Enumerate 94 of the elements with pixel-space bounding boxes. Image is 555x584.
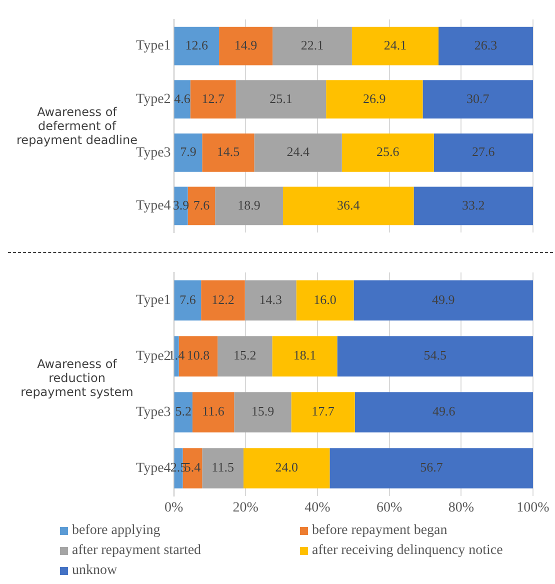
bar	[352, 26, 439, 66]
bar	[326, 80, 423, 119]
bar	[215, 186, 283, 226]
data-label: 26.9	[363, 90, 386, 106]
bar	[202, 133, 254, 172]
bar	[291, 392, 355, 432]
legend-label: before applying	[72, 523, 160, 539]
bar	[244, 280, 296, 321]
data-label: 4.6	[174, 90, 191, 106]
data-label: 56.7	[420, 460, 444, 475]
bar	[174, 80, 190, 119]
legend-label: after repayment started	[72, 543, 202, 559]
data-label: 25.1	[270, 90, 292, 106]
data-label: 10.8	[186, 348, 210, 363]
legend-label: unknow	[72, 563, 118, 579]
data-label: 25.6	[376, 144, 400, 160]
bar	[354, 392, 533, 432]
data-label: 12.6	[185, 37, 209, 52]
bar	[438, 26, 533, 66]
data-label: 1.4	[168, 348, 186, 363]
data-label: 27.6	[472, 144, 496, 160]
y-tick-label: Type4	[136, 198, 171, 214]
data-label: 24.0	[275, 460, 298, 475]
bar	[190, 80, 236, 119]
data-label: 24.4	[286, 144, 310, 160]
data-label: 15.2	[234, 348, 256, 363]
y-tick-label: Type3	[136, 145, 171, 160]
x-tick-label: 0%	[164, 500, 184, 516]
data-label: 18.1	[293, 348, 316, 363]
data-label: 5.4	[184, 460, 202, 475]
x-tick-label: 100%	[516, 500, 550, 516]
bar	[174, 26, 220, 66]
bar	[234, 392, 292, 432]
y-tick-label: Type2	[136, 348, 171, 364]
bar	[174, 133, 202, 172]
x-tick-label: 20%	[232, 500, 259, 516]
data-label: 26.3	[474, 37, 498, 52]
x-tick-label: 80%	[448, 500, 474, 516]
data-label: 7.9	[180, 144, 196, 160]
legend-label: before repayment began	[312, 523, 448, 539]
bar	[202, 448, 244, 488]
bar	[272, 26, 352, 66]
data-label: 11.5	[212, 460, 234, 475]
data-label: 15.9	[251, 404, 274, 419]
data-label: 17.7	[312, 404, 335, 419]
bar	[201, 280, 245, 321]
data-label: 49.9	[432, 292, 455, 307]
bar	[174, 392, 192, 432]
data-label: 49.6	[432, 404, 456, 419]
data-label: 5.2	[175, 404, 192, 419]
bar	[434, 133, 533, 172]
bar	[219, 26, 273, 66]
y-tick-label: Type1	[136, 38, 171, 54]
data-label: 14.3	[259, 292, 282, 307]
y-tick-label: Type2	[136, 92, 171, 108]
data-label: 54.5	[424, 348, 446, 363]
bar	[174, 280, 202, 321]
bar	[342, 133, 434, 172]
data-label: 24.1	[384, 37, 407, 52]
bar	[192, 392, 234, 432]
data-label: 33.2	[462, 197, 485, 212]
bar	[330, 448, 533, 488]
data-label: 22.1	[300, 37, 324, 52]
data-label: 12.2	[212, 292, 234, 307]
bar	[243, 448, 330, 488]
legend-label: after receiving delinquency notice	[312, 543, 503, 559]
y-tick-label: Type3	[136, 404, 171, 420]
x-tick-label: 60%	[376, 500, 402, 516]
data-label: 16.0	[314, 292, 336, 307]
bar	[272, 336, 338, 376]
bar	[296, 280, 354, 321]
y-axis-title: Awareness of deferment of repayment deadline	[16, 105, 138, 147]
bar	[282, 186, 414, 226]
data-label: 7.6	[180, 292, 196, 307]
bar	[422, 80, 533, 119]
data-label: 11.6	[202, 404, 225, 419]
data-label: 12.7	[202, 90, 225, 106]
bar	[354, 280, 533, 321]
data-label: 30.7	[466, 90, 490, 106]
data-label: 36.4	[336, 197, 360, 212]
bar	[254, 133, 342, 172]
y-axis-title: Awareness of reduction repayment system	[20, 357, 134, 399]
bar	[337, 336, 533, 376]
x-tick-label: 40%	[304, 500, 331, 516]
data-label: 18.9	[238, 197, 260, 212]
y-tick-label: Type4	[136, 460, 171, 476]
bar	[188, 186, 216, 226]
bar	[236, 80, 326, 119]
data-label: 14.5	[216, 144, 240, 160]
data-label: 14.9	[234, 37, 258, 52]
bar	[414, 186, 533, 226]
y-tick-label: Type1	[136, 293, 171, 308]
data-label: 7.6	[193, 197, 210, 212]
bar	[218, 336, 272, 376]
